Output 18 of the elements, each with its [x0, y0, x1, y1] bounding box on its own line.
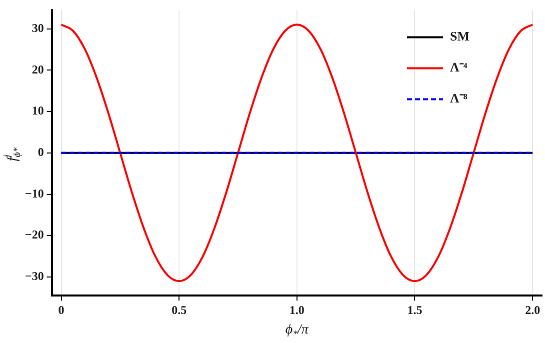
y-tick-label: 0	[38, 144, 44, 159]
x-tick-label: 0.5	[172, 302, 187, 317]
y-tick-label: −30	[24, 269, 44, 284]
y-tick-label: −20	[24, 228, 44, 242]
line-series	[60, 24, 534, 282]
x-tick-label: 1.0	[289, 302, 304, 317]
y-axis-title: fϕ*j	[2, 147, 23, 162]
legend-label: Λ⁻⁸	[450, 90, 468, 106]
x-tick-label: 0	[58, 302, 64, 317]
legend-label: SM	[450, 28, 470, 44]
y-tick-label: 30	[32, 20, 44, 35]
x-axis-title: ϕ*/π	[285, 322, 310, 340]
legend-label: Λ⁻⁴	[450, 60, 468, 75]
x-tick-label: 2.0	[525, 302, 540, 317]
x-tick-label: 1.5	[407, 302, 422, 317]
y-tick-label: −10	[24, 186, 44, 200]
y-tick-label: 20	[32, 62, 44, 76]
y-tick-label: 10	[32, 104, 44, 118]
